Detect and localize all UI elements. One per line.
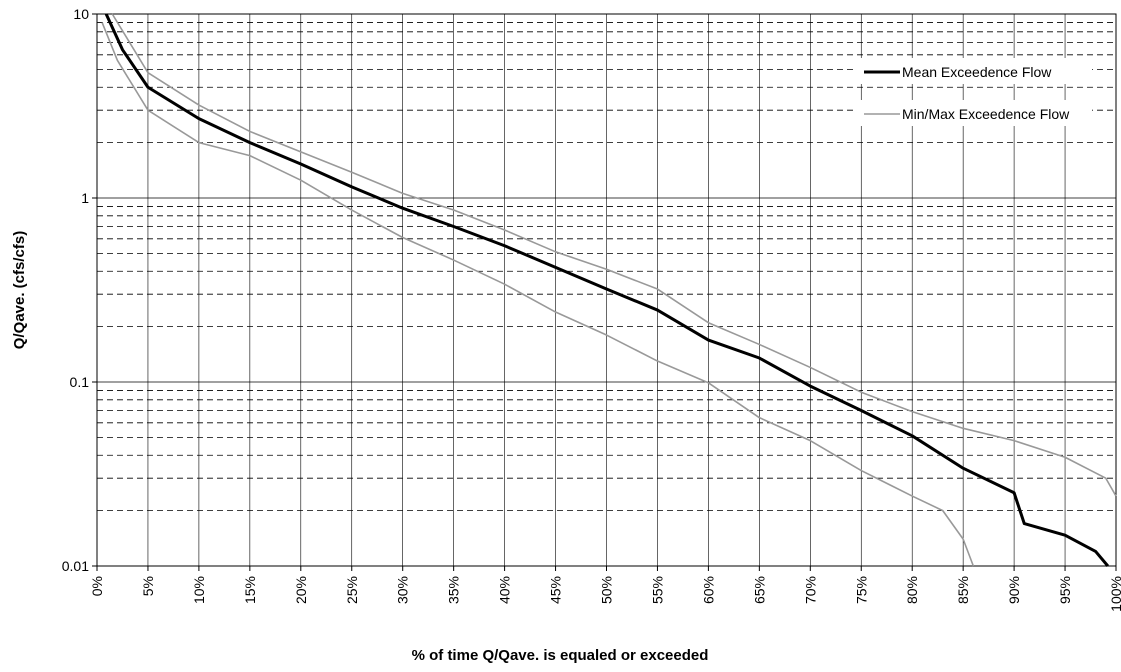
legend-label: Min/Max Exceedence Flow: [902, 106, 1070, 122]
x-tick-label: 100%: [1108, 576, 1121, 612]
x-tick-label: 40%: [497, 576, 513, 604]
x-tick-label: 30%: [395, 576, 411, 604]
x-tick-label: 50%: [599, 576, 615, 604]
x-tick-label: 0%: [89, 576, 105, 596]
y-tick-label: 0.01: [62, 558, 89, 574]
y-tick-label: 1: [81, 190, 89, 206]
x-tick-label: 60%: [700, 576, 716, 604]
x-tick-label: 75%: [853, 576, 869, 604]
series-line: [111, 13, 1117, 497]
x-tick-label: 15%: [242, 576, 258, 604]
legend-label: Mean Exceedence Flow: [902, 64, 1052, 80]
x-tick-label: 80%: [904, 576, 920, 604]
x-tick-label: 10%: [191, 576, 207, 604]
x-tick-label: 20%: [293, 576, 309, 604]
x-tick-label: 55%: [649, 576, 665, 604]
x-tick-label: 70%: [802, 576, 818, 604]
y-tick-label: 0.1: [70, 374, 90, 390]
x-tick-label: 45%: [548, 576, 564, 604]
x-tick-label: 25%: [344, 576, 360, 604]
series-line: [104, 13, 1109, 567]
y-axis-title: Q/Qave. (cfs/cfs): [11, 231, 28, 349]
x-tick-label: 35%: [446, 576, 462, 604]
x-tick-label: 65%: [751, 576, 767, 604]
x-tick-label: 90%: [1006, 576, 1022, 604]
series-line: [101, 22, 975, 567]
legend-bg: [856, 100, 1092, 126]
plot-frame: [96, 13, 1117, 567]
y-tick-label: 10: [73, 6, 89, 22]
x-axis-title: % of time Q/Qave. is equaled or exceeded: [412, 647, 709, 664]
x-tick-label: 85%: [955, 576, 971, 604]
x-tick-label: 5%: [140, 576, 156, 596]
x-tick-label: 95%: [1057, 576, 1073, 604]
